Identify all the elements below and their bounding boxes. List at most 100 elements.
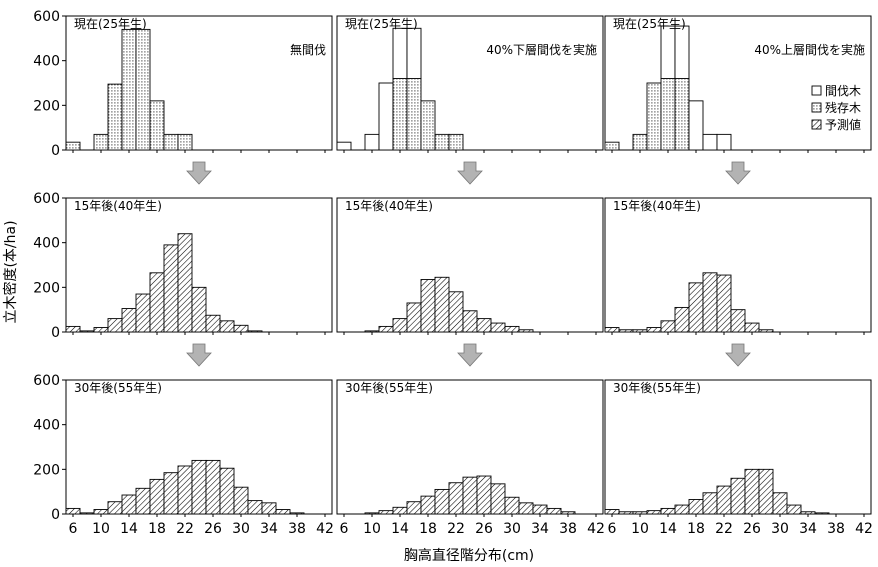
bar [518, 502, 534, 515]
bar [646, 510, 662, 515]
bar [107, 83, 123, 151]
bar [205, 314, 221, 333]
bar [420, 279, 436, 333]
x-tick-label: 22 [715, 521, 733, 537]
x-tick-label: 30 [232, 521, 250, 537]
panel-r0-c2: 現在(25年生) 40%上層間伐を実施 [604, 15, 872, 153]
bar [814, 512, 830, 515]
x-tick-label: 14 [659, 521, 677, 537]
bar [716, 485, 732, 515]
bar [716, 274, 732, 333]
down-arrow-icon [457, 343, 483, 367]
bar [406, 302, 422, 333]
bar [546, 507, 562, 515]
bar [177, 465, 193, 515]
panel-note: 無間伐 [290, 42, 326, 57]
bar [65, 141, 81, 151]
bar [406, 27, 422, 79]
legend-label: 間伐木 [825, 84, 861, 98]
panel-title: 30年後(55年生) [613, 381, 701, 395]
x-tick-label: 10 [631, 521, 649, 537]
bar [448, 291, 464, 333]
panel-frame [336, 15, 604, 151]
panel-title: 30年後(55年生) [74, 381, 162, 395]
bar [205, 459, 221, 515]
bar [121, 308, 137, 333]
panel-title: 15年後(40年生) [74, 199, 162, 213]
bar [448, 482, 464, 515]
bar [674, 25, 690, 79]
bar [674, 504, 690, 515]
bar [163, 133, 179, 151]
bar [191, 286, 207, 333]
x-tick-label: 38 [288, 521, 306, 537]
panel-frame [65, 15, 333, 151]
x-tick-label: 34 [260, 521, 278, 537]
bar [93, 509, 109, 515]
bar [730, 477, 746, 515]
x-tick-label: 10 [92, 521, 110, 537]
bar [434, 488, 450, 515]
bar [744, 468, 760, 515]
bar [688, 100, 704, 151]
x-tick-label: 26 [204, 521, 222, 537]
bar [233, 324, 249, 333]
bar [107, 318, 123, 333]
bar [476, 318, 492, 333]
bar [434, 276, 450, 333]
y-tick-label: 400 [33, 54, 60, 70]
bar [392, 78, 408, 151]
bar [364, 133, 380, 151]
x-tick-label: 26 [743, 521, 761, 537]
x-tick-label: 34 [531, 521, 549, 537]
bar [79, 512, 95, 515]
bar [618, 511, 634, 515]
bar [135, 487, 151, 515]
bar [476, 475, 492, 515]
bar [702, 133, 718, 151]
legend-swatch [811, 119, 822, 130]
bar [149, 100, 165, 151]
bar [702, 492, 718, 515]
x-tick-label: 6 [340, 521, 349, 537]
x-tick-label: 18 [148, 521, 166, 537]
bar [660, 507, 676, 515]
panel-note: 40%上層間伐を実施 [754, 42, 865, 57]
x-tick-label: 38 [827, 521, 845, 537]
panel-r1-c0: 0 200 400 600 15年後(40年生) [33, 191, 333, 341]
x-tick-label: 42 [855, 521, 873, 537]
bar [772, 492, 788, 515]
bar [490, 483, 506, 515]
bar [646, 82, 662, 151]
bar [275, 509, 291, 515]
y-tick-label: 0 [51, 507, 60, 523]
down-arrow-icon [457, 161, 483, 185]
bar [177, 233, 193, 333]
down-arrow-icon [186, 161, 212, 185]
bar [674, 306, 690, 333]
bar [632, 511, 648, 515]
panel-frame [604, 15, 872, 151]
bar [800, 511, 816, 515]
bar [660, 25, 676, 79]
bar [378, 82, 394, 151]
y-tick-label: 0 [51, 143, 60, 159]
panel-r0-c1: 現在(25年生) 40%下層間伐を実施 [336, 15, 604, 153]
legend-label: 残存木 [825, 101, 861, 115]
y-tick-label: 0 [51, 325, 60, 341]
bar [191, 459, 207, 515]
bar [392, 27, 408, 79]
bar [392, 506, 408, 515]
x-tick-label: 18 [687, 521, 705, 537]
y-tick-label: 200 [33, 462, 60, 478]
bar [336, 141, 352, 151]
bar [378, 510, 394, 515]
y-tick-label: 200 [33, 280, 60, 296]
panel-title: 現在(25年生) [613, 17, 686, 31]
panel-r2-c0: 0 200 400 600 6 10 14 18 22 26 30 34 38 42 30年後(55年生) [33, 373, 334, 537]
panel-title: 現在(25年生) [345, 17, 418, 31]
panel-note: 40%下層間伐を実施 [486, 42, 597, 57]
panel-title: 15年後(40年生) [345, 199, 433, 213]
down-arrow-icon [725, 161, 751, 185]
arrows [186, 161, 751, 367]
